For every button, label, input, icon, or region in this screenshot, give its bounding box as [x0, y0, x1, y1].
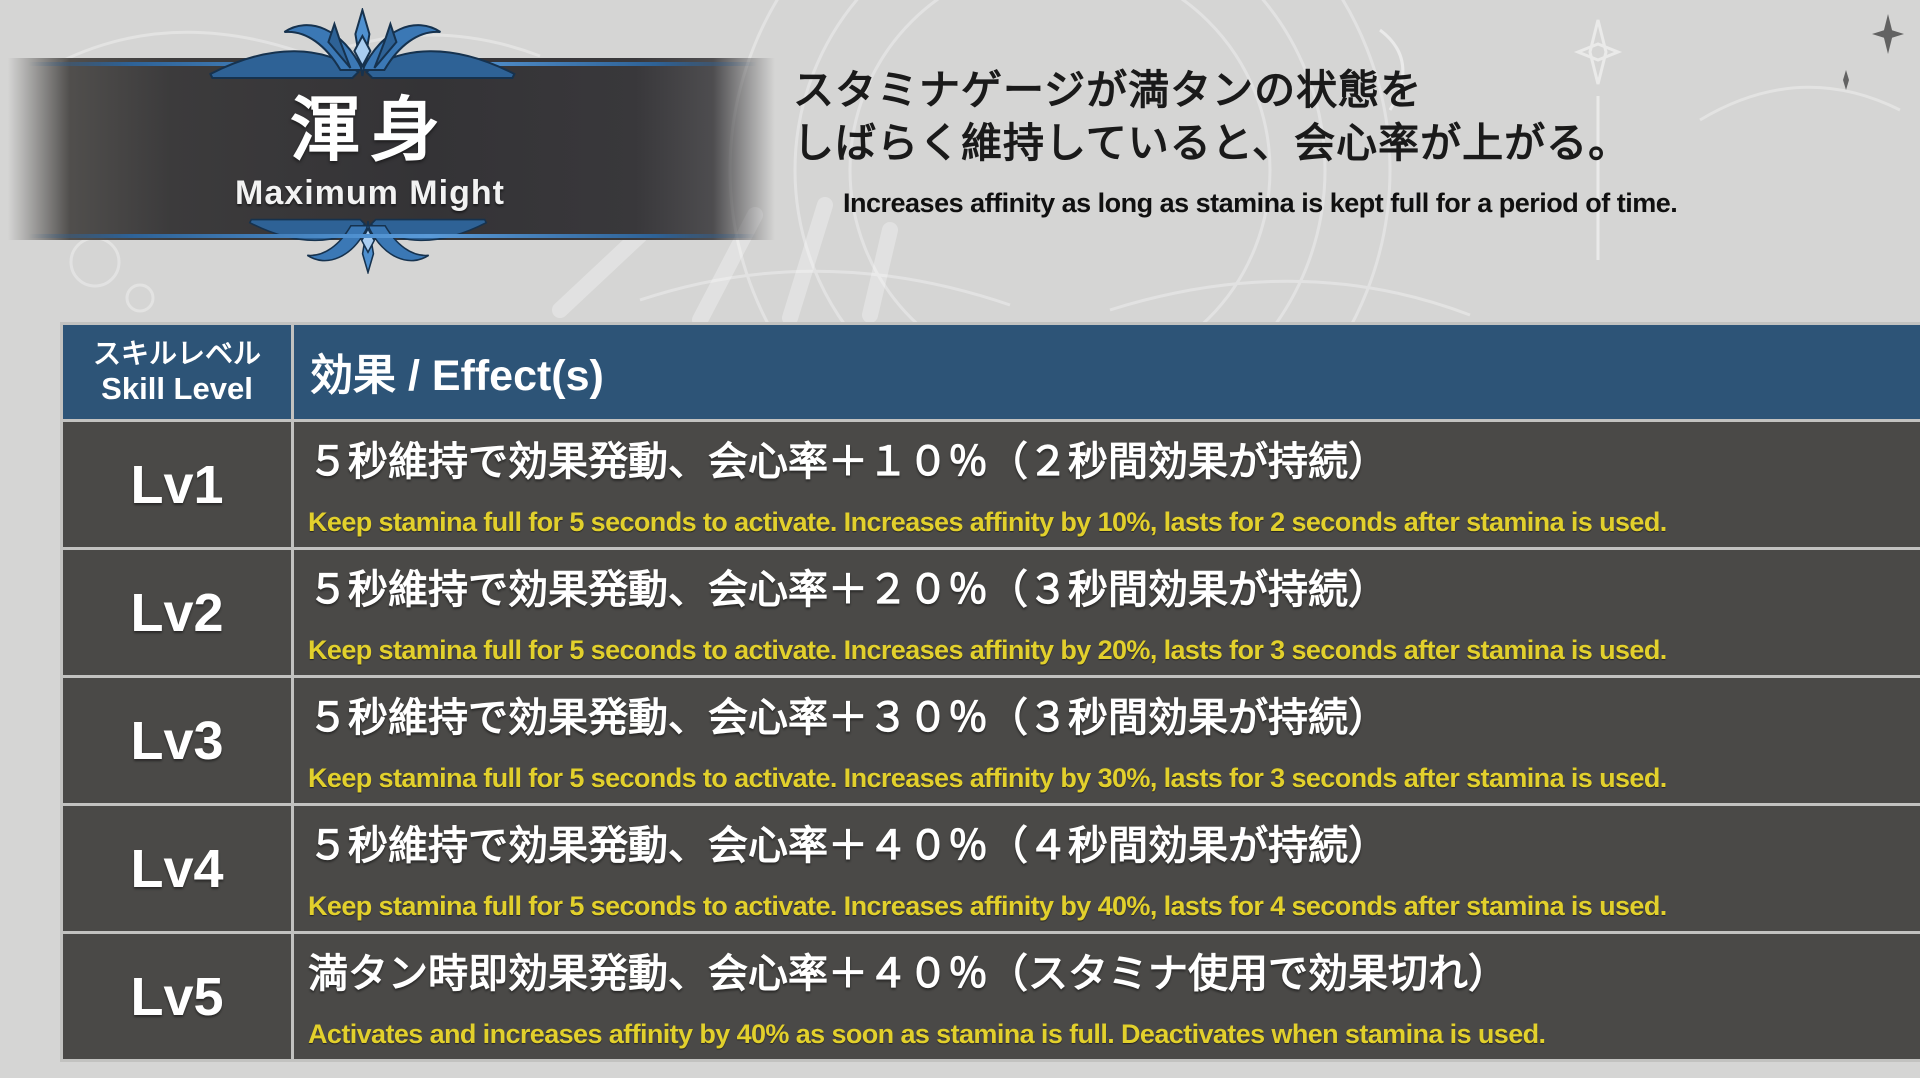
effect-text-jp: ５秒維持で効果発動、会心率＋３０％（３秒間効果が持続）: [308, 696, 1388, 740]
banner-bottom-border: [28, 234, 757, 238]
header-skill-level: スキルレベル Skill Level: [63, 325, 294, 419]
skill-description-jp: スタミナゲージが満タンの状態を しばらく維持していると、会心率が上がる。: [793, 64, 1913, 170]
table-row-lv2: Lv2 ５秒維持で効果発動、会心率＋２０％（３秒間効果が持続） Keep sta…: [63, 550, 1920, 675]
header-skill-level-en: Skill Level: [101, 371, 253, 406]
skill-description: スタミナゲージが満タンの状態を しばらく維持していると、会心率が上がる。 Inc…: [793, 64, 1913, 219]
skill-level-cell: Lv5: [63, 934, 294, 1059]
effect-text-jp: ５秒維持で効果発動、会心率＋２０％（３秒間効果が持続）: [308, 568, 1388, 612]
skill-level-cell: Lv2: [63, 550, 294, 675]
effect-text-en: Keep stamina full for 5 seconds to activ…: [308, 635, 1667, 665]
header-effects: 効果 / Effect(s): [294, 325, 1920, 419]
skill-name-en: Maximum Might: [235, 174, 505, 212]
table-header-row: スキルレベル Skill Level 効果 / Effect(s): [63, 325, 1920, 419]
banner-crest-icon: [208, 8, 516, 79]
sparkle-icon: [1843, 14, 1904, 90]
effect-cell: ５秒維持で効果発動、会心率＋４０％（４秒間効果が持続） Keep stamina…: [294, 806, 1920, 931]
effect-text-en: Keep stamina full for 5 seconds to activ…: [308, 507, 1667, 537]
skill-description-en: Increases affinity as long as stamina is…: [843, 188, 1678, 218]
header-skill-level-jp: スキルレベル: [92, 338, 261, 369]
skill-title-banner: 渾身 Maximum Might: [0, 8, 775, 274]
effect-text-jp: 満タン時即効果発動、会心率＋４０％（スタミナ使用で効果切れ）: [308, 952, 1508, 996]
table-row-lv3: Lv3 ５秒維持で効果発動、会心率＋３０％（３秒間効果が持続） Keep sta…: [63, 678, 1920, 803]
effect-text-en: Keep stamina full for 5 seconds to activ…: [308, 891, 1667, 921]
effect-text-en: Keep stamina full for 5 seconds to activ…: [308, 763, 1667, 793]
skill-name-jp: 渾身: [290, 91, 450, 169]
effect-cell: ５秒維持で効果発動、会心率＋２０％（３秒間効果が持続） Keep stamina…: [294, 550, 1920, 675]
table-row-lv1: Lv1 ５秒維持で効果発動、会心率＋１０％（２秒間効果が持続） Keep sta…: [63, 422, 1920, 547]
skill-level-cell: Lv1: [63, 422, 294, 547]
skill-level-cell: Lv4: [63, 806, 294, 931]
effect-text-en: Activates and increases affinity by 40% …: [308, 1019, 1546, 1049]
table-row-lv4: Lv4 ５秒維持で効果発動、会心率＋４０％（４秒間効果が持続） Keep sta…: [63, 806, 1920, 931]
effect-cell: ５秒維持で効果発動、会心率＋３０％（３秒間効果が持続） Keep stamina…: [294, 678, 1920, 803]
skill-description-jp-line2: しばらく維持していると、会心率が上がる。: [793, 120, 1631, 166]
effect-cell: 満タン時即効果発動、会心率＋４０％（スタミナ使用で効果切れ） Activates…: [294, 934, 1920, 1059]
banner-crest-bottom-icon: [248, 218, 487, 274]
effect-text-jp: ５秒維持で効果発動、会心率＋１０％（２秒間効果が持続）: [308, 440, 1388, 484]
effect-text-jp: ５秒維持で効果発動、会心率＋４０％（４秒間効果が持続）: [308, 824, 1388, 868]
skill-description-jp-line1: スタミナゲージが満タンの状態を: [793, 67, 1423, 113]
table-row-lv5: Lv5 満タン時即効果発動、会心率＋４０％（スタミナ使用で効果切れ） Activ…: [63, 934, 1920, 1059]
skill-level-table: スキルレベル Skill Level 効果 / Effect(s) Lv1 ５秒…: [60, 322, 1920, 1062]
effect-cell: ５秒維持で効果発動、会心率＋１０％（２秒間効果が持続） Keep stamina…: [294, 422, 1920, 547]
skill-level-cell: Lv3: [63, 678, 294, 803]
